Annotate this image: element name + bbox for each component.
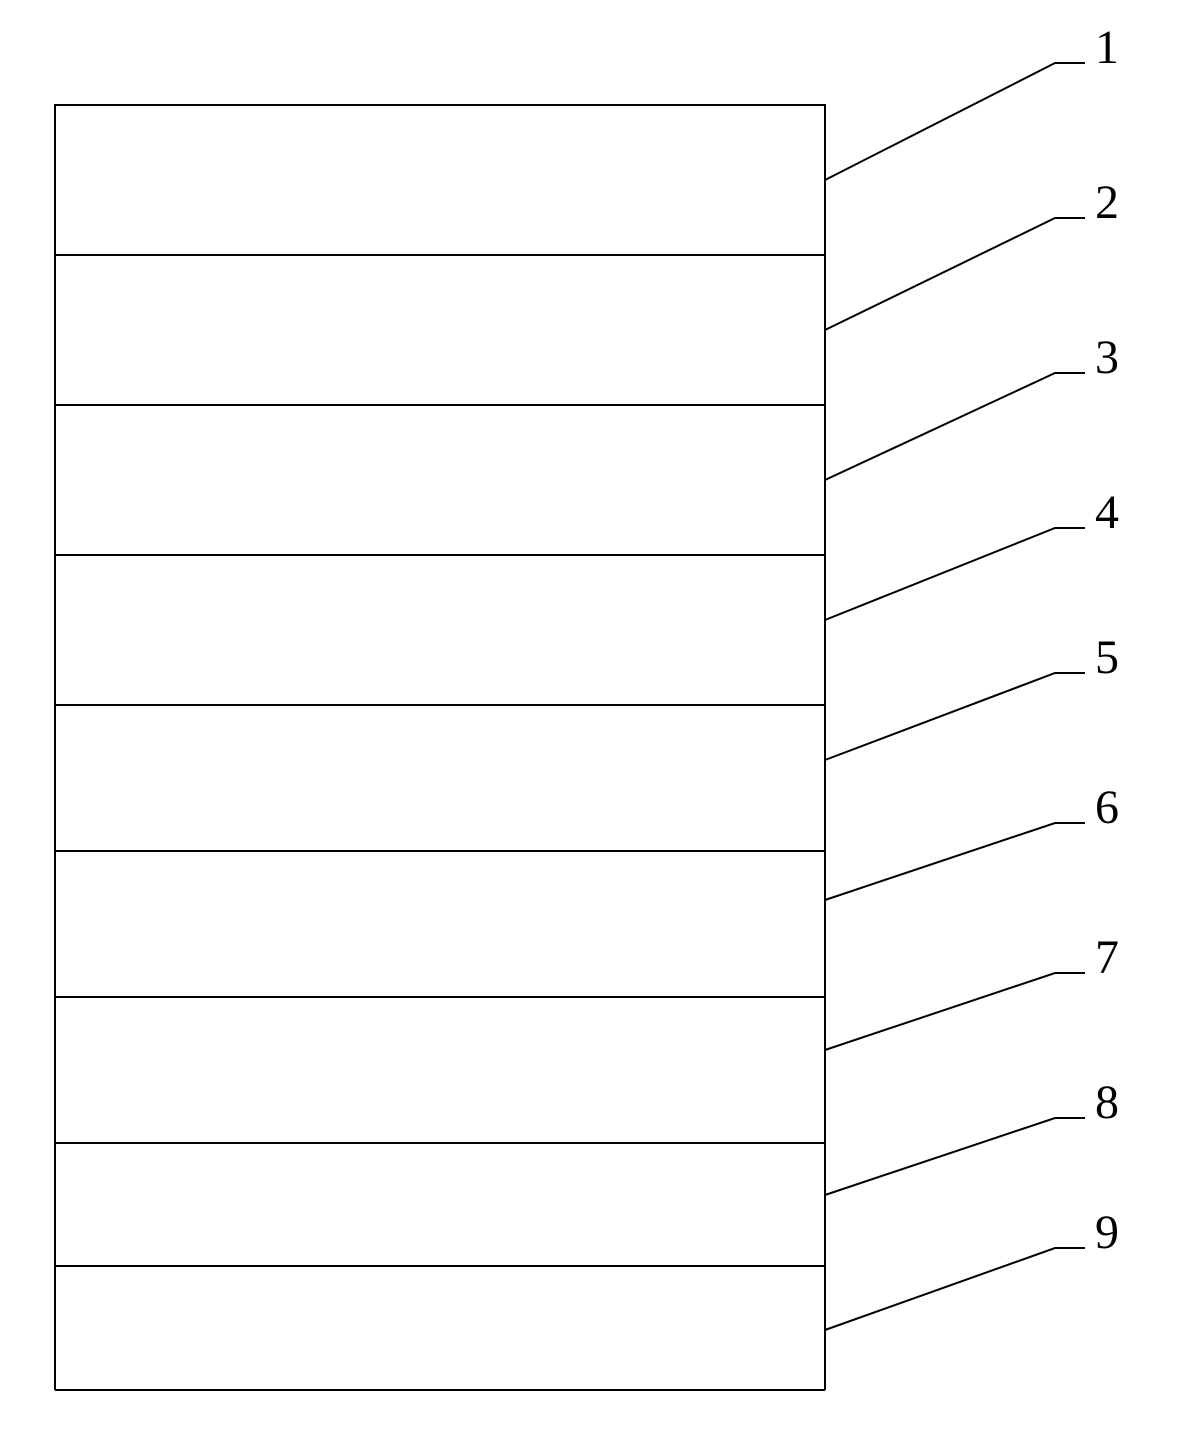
layer-label-8: 8 <box>1095 1075 1119 1130</box>
leader-lines-group <box>825 63 1085 1330</box>
layer-label-4: 4 <box>1095 485 1119 540</box>
diagram-svg <box>0 0 1202 1443</box>
layer-label-1: 1 <box>1095 20 1119 75</box>
layer-label-2: 2 <box>1095 175 1119 230</box>
leader-line-8 <box>825 1118 1085 1195</box>
layer-label-3: 3 <box>1095 330 1119 385</box>
layer-label-9: 9 <box>1095 1205 1119 1260</box>
leader-line-6 <box>825 823 1085 900</box>
layered-diagram: 1 2 3 4 5 6 7 8 9 <box>0 0 1202 1443</box>
stack-outline <box>55 105 825 1390</box>
leader-line-3 <box>825 373 1085 480</box>
layer-label-7: 7 <box>1095 930 1119 985</box>
layer-label-6: 6 <box>1095 780 1119 835</box>
leader-line-1 <box>825 63 1085 180</box>
leader-line-9 <box>825 1248 1085 1330</box>
leader-line-2 <box>825 218 1085 330</box>
layer-label-5: 5 <box>1095 630 1119 685</box>
leader-line-4 <box>825 528 1085 620</box>
leader-line-7 <box>825 973 1085 1050</box>
layer-stack-group <box>55 105 825 1390</box>
leader-line-5 <box>825 673 1085 760</box>
